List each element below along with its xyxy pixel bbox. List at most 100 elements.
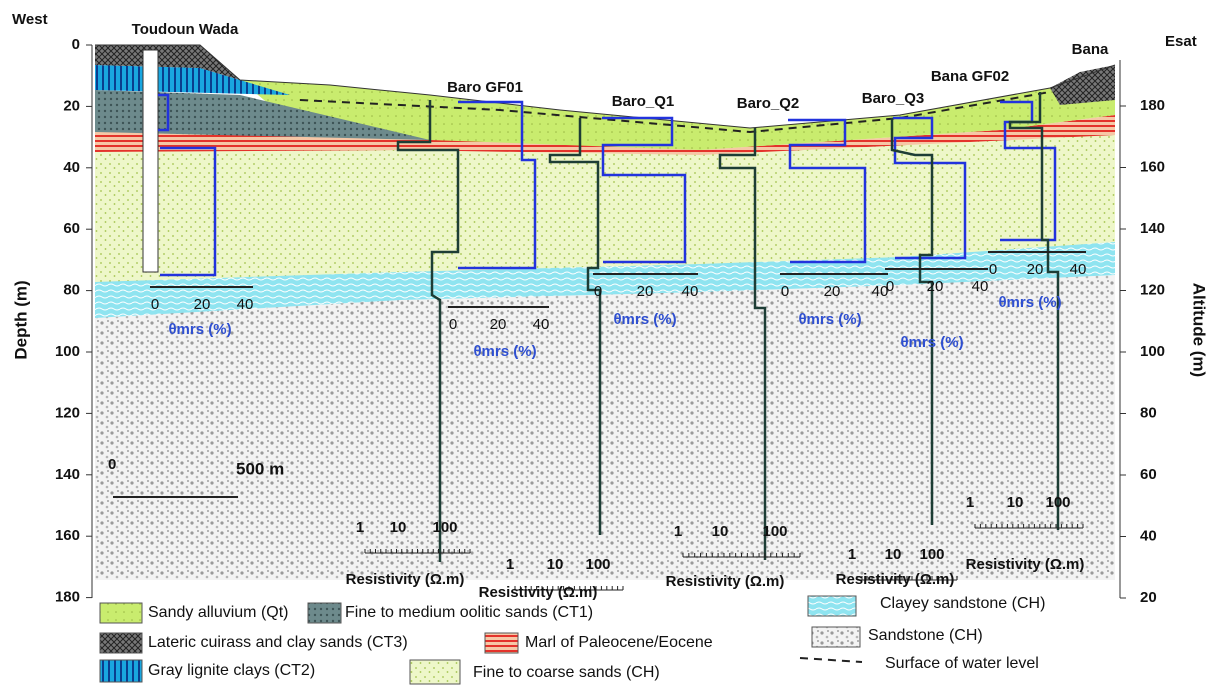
legend-label: Fine to coarse sands (CH) (473, 664, 660, 681)
res-label: Resistivity (Ω.m) (836, 571, 955, 588)
right-tick-label: 80 (1140, 404, 1157, 421)
theta-label: θmrs (%) (998, 294, 1061, 311)
res-tick: 10 (547, 556, 564, 573)
right-tick-label: 20 (1140, 589, 1157, 606)
logs (158, 92, 1060, 562)
site-name: Bana (1072, 41, 1109, 58)
theta-tick: 20 (194, 296, 211, 313)
theta-tick: 40 (533, 316, 550, 333)
scale-start: 0 (108, 456, 116, 473)
theta-label: θmrs (%) (613, 311, 676, 328)
left-tick-label: 60 (63, 220, 80, 237)
res-tick: 10 (885, 546, 902, 563)
theta-log (1000, 100, 1057, 242)
marl (95, 115, 1115, 155)
right-tick-label: 100 (1140, 343, 1165, 360)
theta-tick: 40 (972, 278, 989, 295)
legend-swatch (409, 659, 461, 685)
theta-tick: 40 (872, 283, 889, 300)
res-tick: 1 (966, 494, 974, 511)
cuirass-east (1050, 65, 1115, 105)
res-tick: 100 (585, 556, 610, 573)
res-tick: 10 (390, 519, 407, 536)
left-tick-label: 140 (55, 466, 80, 483)
theta-tick: 20 (927, 278, 944, 295)
legend-label: Clayey sandstone (CH) (880, 595, 1045, 612)
res-log (1008, 92, 1060, 530)
legend-label: Lateric cuirass and clay sands (CT3) (148, 634, 408, 651)
left-tick-label: 120 (55, 404, 80, 421)
site-name: Baro GF01 (447, 79, 523, 96)
clayey-sandstone (95, 240, 1115, 318)
res-tick: 100 (762, 523, 787, 540)
res-label: Resistivity (Ω.m) (966, 556, 1085, 573)
lignite (95, 65, 290, 95)
res-tick: 100 (1045, 494, 1070, 511)
res-tick: 100 (432, 519, 457, 536)
left-tick-label: 0 (72, 36, 80, 53)
right-axis-title: Altitude (m) (1190, 283, 1209, 377)
theta-log (788, 118, 867, 264)
right-tick-label: 120 (1140, 281, 1165, 298)
theta-tick: 40 (1070, 261, 1087, 278)
res-tick: 1 (674, 523, 682, 540)
theta-log (158, 93, 217, 277)
theta-tick: 0 (781, 283, 789, 300)
water-level (299, 91, 1051, 134)
sandy-alluvium (240, 70, 1115, 150)
right-tick-label: 60 (1140, 466, 1157, 483)
legend-label: Sandstone (CH) (868, 627, 983, 644)
legend-swatch (99, 602, 143, 624)
theta-tick: 40 (682, 283, 699, 300)
legend-label: Fine to medium oolitic sands (CT1) (345, 604, 593, 621)
theta-tick: 20 (637, 283, 654, 300)
res-log (890, 118, 934, 525)
res-label: Resistivity (Ω.m) (479, 584, 598, 601)
res-label: Resistivity (Ω.m) (346, 571, 465, 588)
borehole (142, 49, 159, 273)
site-name: Baro_Q3 (862, 90, 925, 107)
res-log (718, 128, 767, 560)
theta-label: θmrs (%) (168, 321, 231, 338)
cuirass (95, 45, 240, 80)
left-tick-label: 80 (63, 282, 80, 299)
res-log (548, 118, 602, 535)
theta-tick: 0 (151, 296, 159, 313)
res-log (396, 100, 460, 562)
legend (99, 595, 863, 685)
theta-log (458, 100, 537, 270)
legend-swatch (484, 632, 519, 654)
layers (95, 44, 1116, 580)
theta-tick: 0 (886, 278, 894, 295)
legend-label: Surface of water level (885, 655, 1039, 672)
legend-swatch (99, 632, 143, 654)
theta-tick: 20 (1027, 261, 1044, 278)
right-tick-label: 140 (1140, 220, 1165, 237)
res-label: Resistivity (Ω.m) (666, 573, 785, 590)
theta-tick: 0 (594, 283, 602, 300)
site-name: Baro_Q2 (737, 95, 800, 112)
legend-swatch (99, 659, 143, 683)
right-tick-label: 160 (1140, 158, 1165, 175)
theta-label: θmrs (%) (798, 311, 861, 328)
theta-tick: 0 (989, 261, 997, 278)
left-tick-label: 100 (55, 343, 80, 360)
fine-sands (95, 135, 1115, 282)
theta-tick: 20 (490, 316, 507, 333)
theta-log (601, 116, 687, 264)
scale-end: 500 m (236, 459, 284, 478)
site-name: Toudoun Wada (132, 21, 239, 38)
left-tick-label: 180 (55, 589, 80, 606)
site-name: Bana GF02 (931, 68, 1009, 85)
sandstone (95, 255, 1115, 580)
legend-label: Gray lignite clays (CT2) (148, 662, 315, 679)
east-label: Esat (1165, 33, 1197, 50)
left-tick-label: 40 (63, 159, 80, 176)
res-tick: 1 (506, 556, 514, 573)
legend-swatch (811, 626, 861, 648)
theta-tick: 0 (449, 316, 457, 333)
legend-swatch (799, 657, 863, 663)
legend-label: Sandy alluvium (Qt) (148, 604, 289, 621)
legend-swatch (807, 595, 857, 617)
left-axis-title: Depth (m) (11, 280, 30, 359)
